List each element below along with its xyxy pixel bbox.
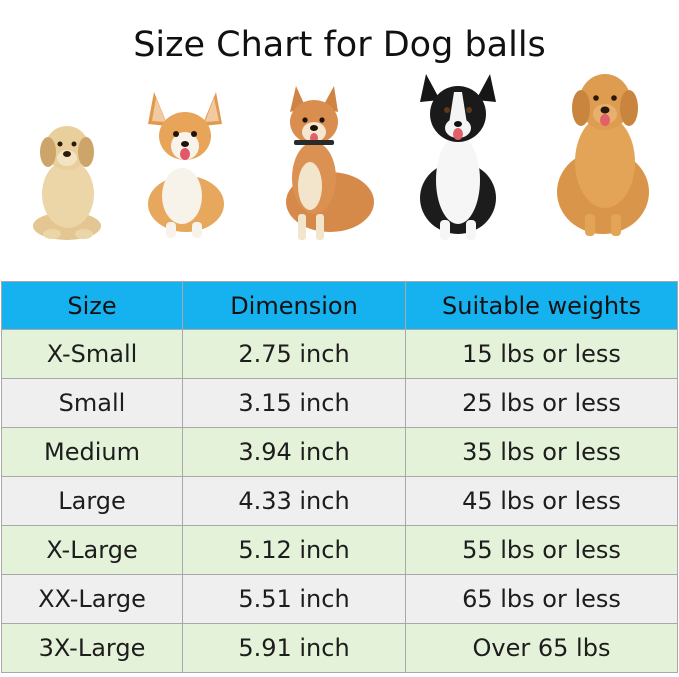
column-header-dimension: Dimension <box>182 281 406 330</box>
table-row: X-Large 5.12 inch 55 lbs or less <box>1 525 678 575</box>
dog-photo-border-collie <box>420 74 496 240</box>
dog-photo-row <box>0 58 679 243</box>
weight-cell: 65 lbs or less <box>405 574 678 624</box>
column-header-size: Size <box>1 281 183 330</box>
table-row: Large 4.33 inch 45 lbs or less <box>1 476 678 526</box>
size-cell: Small <box>1 378 183 428</box>
table-row: X-Small 2.75 inch 15 lbs or less <box>1 329 678 379</box>
table-row: Medium 3.94 inch 35 lbs or less <box>1 427 678 477</box>
size-cell: X-Small <box>1 329 183 379</box>
size-cell: XX-Large <box>1 574 183 624</box>
dimension-cell: 5.51 inch <box>182 574 406 624</box>
size-cell: Large <box>1 476 183 526</box>
dog-photo-corgi <box>148 92 224 238</box>
weight-cell: 45 lbs or less <box>405 476 678 526</box>
size-chart-table: Size Dimension Suitable weights X-Small … <box>1 281 678 673</box>
column-header-suitable-weights: Suitable weights <box>405 281 678 330</box>
table-row: 3X-Large 5.91 inch Over 65 lbs <box>1 623 678 673</box>
weight-cell: Over 65 lbs <box>405 623 678 673</box>
page-title: Size Chart for Dog balls <box>133 25 546 66</box>
weight-cell: 35 lbs or less <box>405 427 678 477</box>
dog-photo-shiba <box>286 86 374 240</box>
dimension-cell: 4.33 inch <box>182 476 406 526</box>
dog-photo-golden-retriever <box>557 74 649 236</box>
dimension-cell: 5.91 inch <box>182 623 406 673</box>
size-cell: 3X-Large <box>1 623 183 673</box>
dimension-cell: 3.94 inch <box>182 427 406 477</box>
size-cell: X-Large <box>1 525 183 575</box>
size-cell: Medium <box>1 427 183 477</box>
dimension-cell: 2.75 inch <box>182 329 406 379</box>
dog-photo-golden-puppy <box>33 126 101 240</box>
weight-cell: 15 lbs or less <box>405 329 678 379</box>
table-row: XX-Large 5.51 inch 65 lbs or less <box>1 574 678 624</box>
weight-cell: 25 lbs or less <box>405 378 678 428</box>
dimension-cell: 3.15 inch <box>182 378 406 428</box>
table-header-row: Size Dimension Suitable weights <box>1 281 678 330</box>
weight-cell: 55 lbs or less <box>405 525 678 575</box>
table-row: Small 3.15 inch 25 lbs or less <box>1 378 678 428</box>
dimension-cell: 5.12 inch <box>182 525 406 575</box>
